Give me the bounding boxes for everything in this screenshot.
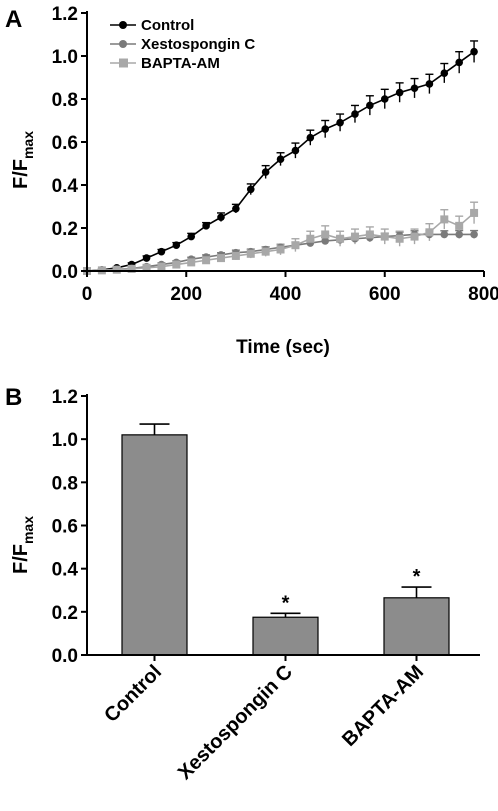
panel-a-y-tick-label: 0.2	[52, 219, 78, 240]
panel-a-data-point	[440, 230, 449, 239]
panel-a-data-point	[455, 230, 463, 239]
panel-a-data-point	[232, 204, 240, 213]
panel-a-y-axis-label: F/Fmax	[10, 131, 36, 189]
panel-a-data-point	[395, 234, 404, 243]
panel-a-data-point	[470, 47, 478, 56]
panel-b-letter: B	[5, 384, 22, 411]
panel-a-data-point	[276, 245, 285, 254]
panel-a-data-point	[425, 80, 434, 88]
panel-a-y-tick-label: 0.0	[52, 262, 78, 283]
panel-a-data-point	[336, 234, 345, 243]
panel-b-y-axis-label: F/Fmax	[10, 516, 36, 574]
panel-a-line-chart: 0.0 0.2 0.4 0.6 0.8 1.0 1.2 0 200 400 600 800 Contr…	[52, 4, 498, 305]
panel-a-data-point	[410, 232, 419, 241]
panel-a-x-tick-label: 600	[369, 284, 401, 305]
panel-a-data-point	[157, 262, 166, 271]
panel-a-y-tick-label: 0.8	[52, 90, 78, 111]
panel-a-y-tick-label: 1.2	[52, 4, 78, 25]
panel-a-data-point	[395, 88, 404, 97]
panel-a-y-tick-label: 0.4	[52, 176, 79, 197]
panel-a-data-point	[380, 95, 389, 103]
panel-a-y-tick-label: 0.6	[52, 133, 78, 154]
panel-a-data-point	[216, 254, 225, 263]
panel-a-data-point	[440, 69, 449, 77]
panel-a-data-point	[291, 241, 300, 250]
panel-b-x-tick-label: BAPTA-AM	[338, 661, 428, 751]
significance-asterisk: *	[282, 592, 290, 614]
legend-marker	[119, 58, 128, 68]
panel-a-data-point	[187, 258, 196, 267]
panel-a-data-point	[425, 228, 434, 237]
panel-a-x-tick-label: 800	[468, 284, 498, 305]
panel-a-data-point	[217, 213, 225, 222]
panel-b-bar-chart: * * 0.0 0.2 0.4 0.6 0.8 1.0 1.2 Control Xestospon…	[52, 387, 480, 784]
panel-a-data-point	[306, 234, 315, 243]
panel-b-x-tick-label: Xestospongin C	[174, 661, 297, 784]
panel-a-data-point	[246, 185, 255, 194]
panel-a-data-point	[202, 222, 210, 230]
panel-a-data-point	[336, 118, 344, 127]
panel-b-y-tick-label: 1.2	[52, 387, 78, 408]
panel-a-data-point	[365, 230, 374, 239]
panel-a-data-point	[306, 133, 315, 142]
panel-a-data-point	[455, 58, 463, 67]
panel-a-letter: A	[5, 6, 22, 33]
panel-a-series-line-2	[86, 212, 475, 272]
panel-a-data-point	[127, 264, 136, 273]
panel-b-y-tick-label: 1.0	[52, 430, 78, 451]
panel-b-y-tick-label: 0.8	[52, 473, 78, 494]
panel-a-data-point	[321, 237, 330, 245]
legend-label: BAPTA-AM	[141, 55, 220, 72]
panel-a-data-point	[455, 221, 464, 230]
significance-asterisk: *	[413, 566, 421, 588]
legend-marker	[119, 40, 127, 48]
legend-marker	[119, 21, 127, 29]
panel-a-data-point	[172, 260, 181, 269]
panel-a-data-point	[470, 208, 479, 217]
legend-label: Xestospongin C	[141, 36, 255, 53]
panel-a-data-point	[321, 125, 330, 133]
bar-xestospongin-c	[252, 616, 319, 656]
panel-b-x-tick-label: Control	[100, 661, 166, 727]
panel-b-y-tick-label: 0.0	[52, 646, 78, 667]
panel-a-data-point	[112, 265, 121, 274]
panel-a-data-point	[261, 247, 270, 256]
bar-control	[121, 434, 188, 656]
panel-a-y-tick-label: 1.0	[52, 47, 78, 68]
panel-a-data-point	[231, 251, 240, 260]
panel-a-data-point	[187, 232, 196, 241]
panel-a-data-point	[142, 263, 151, 272]
panel-a-x-tick-label: 400	[270, 284, 302, 305]
panel-a-data-point	[350, 232, 359, 241]
panel-a-x-tick-label: 0	[82, 284, 93, 305]
panel-a-data-point	[202, 256, 211, 265]
panel-a-legend: Control Xestospongin C BAPTA-AM	[110, 17, 255, 72]
panel-a-data-point	[142, 254, 151, 262]
panel-a-x-tick-label: 200	[170, 284, 202, 305]
panel-b-y-tick-label: 0.4	[52, 560, 79, 581]
panel-a-data-point	[470, 230, 478, 239]
panel-a-data-point	[246, 249, 255, 258]
legend-label: Control	[141, 17, 194, 34]
panel-a-data-point	[291, 146, 300, 155]
panel-a-data-point	[410, 84, 419, 93]
panel-a-data-point	[321, 230, 330, 239]
panel-a-data-point	[440, 215, 449, 224]
panel-a-data-point	[172, 241, 181, 249]
panel-a-x-axis-label: Time (sec)	[236, 337, 330, 358]
panel-a-data-point	[351, 110, 359, 118]
panel-b-y-tick-label: 0.6	[52, 517, 78, 538]
panel-a-data-point	[276, 155, 285, 163]
panel-b-y-tick-label: 0.2	[52, 603, 78, 624]
panel-a-data-point	[261, 168, 270, 176]
panel-a-data-point	[380, 232, 389, 241]
panel-a-data-point	[157, 247, 166, 256]
bar-bapta-am	[383, 597, 450, 656]
panel-a-data-point	[366, 101, 374, 110]
